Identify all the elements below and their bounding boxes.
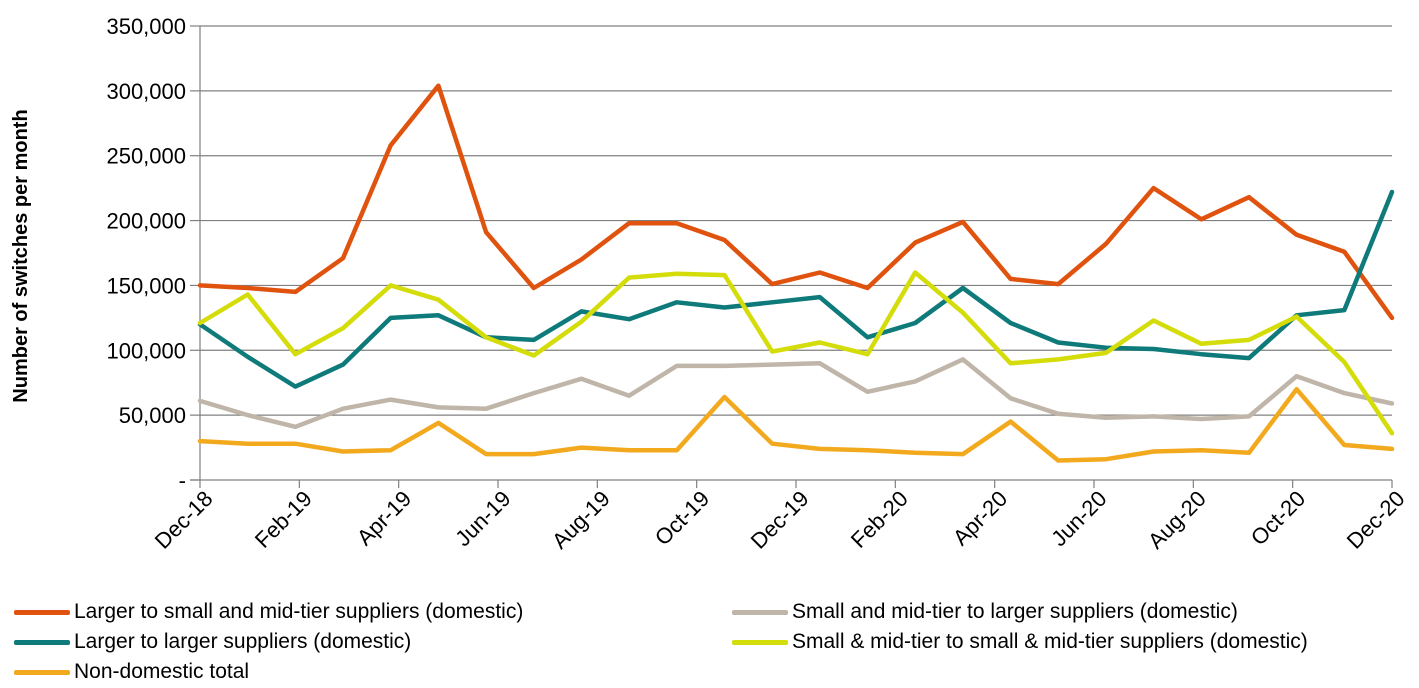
legend-label: Non-domestic total xyxy=(74,660,250,683)
line-chart: - 50,000 100,000 150,000 200,000 250,000 300,0… xyxy=(10,14,1410,554)
x-tick-label: Aug-20 xyxy=(1143,486,1211,554)
legend-item: Small and mid-tier to larger suppliers (… xyxy=(732,600,1238,624)
series-line-2 xyxy=(197,189,1395,389)
x-tick-label: Dec-18 xyxy=(150,486,218,554)
x-tick-label: Feb-19 xyxy=(250,486,317,553)
legend: Larger to small and mid-tier suppliers (… xyxy=(0,598,1419,688)
y-axis-ticks: - 50,000 100,000 150,000 200,000 250,000 300,0… xyxy=(106,14,200,493)
x-tick-label: Apr-20 xyxy=(948,486,1012,550)
x-tick-label: Jun-20 xyxy=(1046,486,1111,551)
legend-swatch xyxy=(14,669,70,675)
x-tick-label: Dec-20 xyxy=(1342,486,1410,554)
series-line-3 xyxy=(197,270,1395,436)
y-tick-label: 250,000 xyxy=(106,144,186,169)
legend-label: Small & mid-tier to small & mid-tier sup… xyxy=(792,630,1308,653)
legend-item: Larger to larger suppliers (domestic) xyxy=(14,630,411,654)
x-axis: Dec-18 Feb-19 Apr-19 Jun-19 Aug-19 Oct-19 Dec-… xyxy=(150,26,1410,554)
x-tick-label: Oct-19 xyxy=(650,486,714,550)
x-tick-label: Aug-19 xyxy=(547,486,615,554)
y-tick-label: 350,000 xyxy=(106,14,186,39)
legend-swatch xyxy=(732,639,788,645)
legend-swatch xyxy=(14,639,70,645)
legend-swatch xyxy=(14,609,70,615)
legend-item: Non-domestic total xyxy=(14,660,249,684)
x-tick-label: Dec-19 xyxy=(746,486,814,554)
y-tick-label: 100,000 xyxy=(106,338,186,363)
legend-label: Larger to larger suppliers (domestic) xyxy=(74,630,412,653)
legend-swatch xyxy=(732,609,788,615)
x-tick-label: Apr-19 xyxy=(352,486,416,550)
series-lines xyxy=(197,83,1395,463)
series-line-4 xyxy=(197,386,1395,463)
y-tick-label: 50,000 xyxy=(119,403,186,428)
y-tick-label: 200,000 xyxy=(106,209,186,234)
x-tick-label: Jun-19 xyxy=(450,486,515,551)
legend-item: Larger to small and mid-tier suppliers (… xyxy=(14,600,523,624)
x-tick-label: Feb-20 xyxy=(846,486,913,553)
y-axis-label: Number of switches per month xyxy=(10,109,32,402)
y-tick-label: 300,000 xyxy=(106,79,186,104)
series-line-0 xyxy=(197,83,1395,321)
legend-item: Small & mid-tier to small & mid-tier sup… xyxy=(732,630,1308,654)
y-tick-label: 150,000 xyxy=(106,273,186,298)
grid-lines xyxy=(200,25,1392,416)
legend-label: Larger to small and mid-tier suppliers (… xyxy=(74,600,524,623)
y-tick-label: - xyxy=(179,468,186,493)
series-line-1 xyxy=(197,357,1395,430)
legend-label: Small and mid-tier to larger suppliers (… xyxy=(792,600,1238,623)
x-tick-label: Oct-20 xyxy=(1246,486,1310,550)
